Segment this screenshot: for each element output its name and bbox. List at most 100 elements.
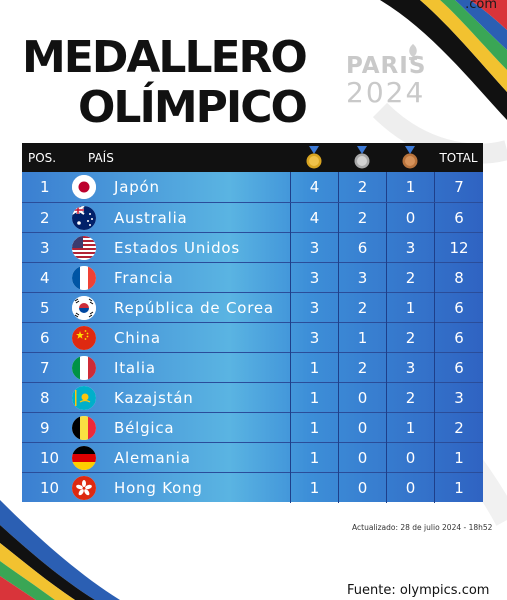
row-silver: 2 (338, 352, 386, 383)
row-gold: 4 (290, 202, 338, 233)
row-gold: 4 (290, 172, 338, 202)
row-gold: 1 (290, 472, 338, 503)
row-country: China (114, 328, 161, 347)
table-row: 9 Bélgica 1 0 1 2 (22, 412, 483, 443)
australia-flag-icon (72, 205, 96, 230)
row-pos: 7 (40, 358, 50, 377)
row-country: Alemania (114, 448, 191, 467)
header-total: TOTAL (439, 150, 478, 165)
hongkong-flag-icon (72, 475, 96, 500)
japan-flag-icon (72, 175, 96, 199)
row-bronze: 2 (386, 262, 434, 293)
row-pos: 2 (40, 208, 50, 227)
kazakhstan-flag-icon (72, 385, 96, 410)
row-pos: 3 (40, 238, 50, 257)
row-silver: 2 (338, 292, 386, 323)
games-city: PARIS (346, 53, 427, 79)
row-silver: 2 (338, 172, 386, 202)
usa-flag-icon (72, 235, 96, 260)
games-year: 2024 (346, 76, 426, 109)
row-country: Kazajstán (114, 388, 194, 407)
row-country: Hong Kong (114, 478, 203, 497)
row-gold: 1 (290, 412, 338, 443)
table-row: 1 Japón 4 2 1 7 (22, 172, 483, 202)
row-gold: 1 (290, 352, 338, 383)
row-country: Francia (114, 268, 174, 287)
row-pos: 8 (40, 388, 50, 407)
header-bronze (386, 145, 434, 170)
header-country: PAÍS (88, 150, 114, 165)
paris-logo-icon (409, 44, 417, 60)
row-total: 3 (434, 382, 483, 413)
header-silver (338, 145, 386, 170)
medal-table: POS. PAÍS (22, 143, 483, 503)
germany-flag-icon (72, 445, 96, 470)
row-total: 6 (434, 292, 483, 323)
table-row: 8 Kazajstán 1 0 2 3 (22, 382, 483, 413)
table-row: 2 Australia 4 2 0 6 (22, 202, 483, 233)
row-gold: 3 (290, 292, 338, 323)
row-silver: 0 (338, 472, 386, 503)
table-row: 4 Francia 3 3 2 8 (22, 262, 483, 293)
table-row: 7 Italia 1 2 3 6 (22, 352, 483, 383)
table-row: 10 Hong Kong 1 0 0 1 (22, 472, 483, 503)
belgium-flag-icon (72, 415, 96, 440)
row-total: 1 (434, 442, 483, 473)
row-gold: 1 (290, 382, 338, 413)
table-row: 3 Estados Unidos 3 6 3 12 (22, 232, 483, 263)
table-row: 5 República de Corea 3 2 1 6 (22, 292, 483, 323)
brand-domain: .com (465, 0, 497, 12)
row-silver: 0 (338, 412, 386, 443)
updated-timestamp: Actualizado: 28 de julio 2024 - 18h52 (352, 523, 493, 532)
row-pos: 9 (40, 418, 50, 437)
row-gold: 3 (290, 322, 338, 353)
row-gold: 1 (290, 442, 338, 473)
games-logo: PARIS 2024 (346, 55, 426, 107)
header-pos: POS. (28, 150, 57, 165)
row-bronze: 1 (386, 172, 434, 202)
table-row: 10 Alemania 1 0 0 1 (22, 442, 483, 473)
row-bronze: 2 (386, 322, 434, 353)
row-bronze: 0 (386, 442, 434, 473)
header-gold (290, 145, 338, 170)
gold-medal-icon (306, 145, 322, 168)
page-title-line1: MEDALLERO (22, 32, 308, 83)
row-total: 6 (434, 202, 483, 233)
row-silver: 0 (338, 442, 386, 473)
row-gold: 3 (290, 262, 338, 293)
row-pos: 4 (40, 268, 50, 287)
row-country: Estados Unidos (114, 238, 241, 257)
row-total: 8 (434, 262, 483, 293)
italy-flag-icon (72, 355, 96, 380)
row-gold: 3 (290, 232, 338, 263)
row-total: 7 (434, 172, 483, 202)
row-country: Australia (114, 208, 188, 227)
row-bronze: 3 (386, 232, 434, 263)
row-country: República de Corea (114, 298, 274, 317)
row-silver: 6 (338, 232, 386, 263)
row-total: 6 (434, 352, 483, 383)
row-pos: 10 (40, 478, 60, 497)
china-flag-icon (72, 325, 96, 350)
row-bronze: 0 (386, 472, 434, 503)
table-body: 1 Japón 4 2 1 7 2 Australia 4 2 0 6 3 (22, 172, 483, 503)
row-pos: 10 (40, 448, 60, 467)
table-header: POS. PAÍS (22, 143, 483, 172)
row-total: 12 (434, 232, 483, 263)
row-bronze: 1 (386, 412, 434, 443)
france-flag-icon (72, 265, 96, 290)
source-credit: Fuente: olympics.com (347, 583, 490, 598)
row-bronze: 3 (386, 352, 434, 383)
row-pos: 1 (40, 178, 50, 196)
row-bronze: 1 (386, 292, 434, 323)
row-country: Italia (114, 358, 156, 377)
row-bronze: 0 (386, 202, 434, 233)
row-pos: 6 (40, 328, 50, 347)
row-country: Japón (114, 178, 160, 196)
row-silver: 1 (338, 322, 386, 353)
row-silver: 3 (338, 262, 386, 293)
row-total: 6 (434, 322, 483, 353)
row-country: Bélgica (114, 418, 175, 437)
row-total: 1 (434, 472, 483, 503)
